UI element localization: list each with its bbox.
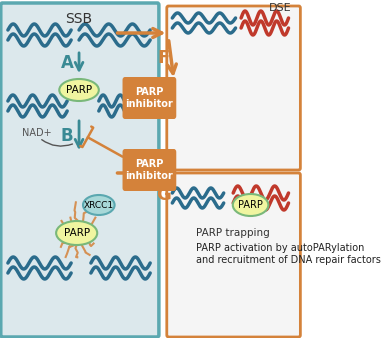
FancyBboxPatch shape xyxy=(123,149,176,191)
Ellipse shape xyxy=(233,194,268,216)
Text: NAD+: NAD+ xyxy=(22,128,52,138)
FancyBboxPatch shape xyxy=(167,6,300,170)
Ellipse shape xyxy=(56,221,97,245)
Ellipse shape xyxy=(83,195,115,215)
FancyBboxPatch shape xyxy=(1,3,159,337)
Ellipse shape xyxy=(59,79,99,101)
Text: DSE: DSE xyxy=(269,3,292,13)
Text: PARP: PARP xyxy=(238,200,263,210)
Text: XRCC1: XRCC1 xyxy=(84,200,114,210)
Text: PARP
inhibitor: PARP inhibitor xyxy=(126,159,173,181)
Text: PARP
inhibitor: PARP inhibitor xyxy=(126,87,173,109)
FancyBboxPatch shape xyxy=(123,77,176,119)
Text: PARP: PARP xyxy=(64,228,90,238)
Text: PARP trapping: PARP trapping xyxy=(196,228,270,238)
Text: PARP: PARP xyxy=(66,85,92,95)
Text: B: B xyxy=(61,127,74,145)
Text: SSB: SSB xyxy=(65,12,93,26)
Text: G: G xyxy=(156,186,171,204)
Text: PARP activation by autoPARylation
and recruitment of DNA repair factors: PARP activation by autoPARylation and re… xyxy=(196,243,381,265)
Text: A: A xyxy=(61,54,74,72)
FancyBboxPatch shape xyxy=(167,173,300,337)
Text: F: F xyxy=(157,49,170,67)
